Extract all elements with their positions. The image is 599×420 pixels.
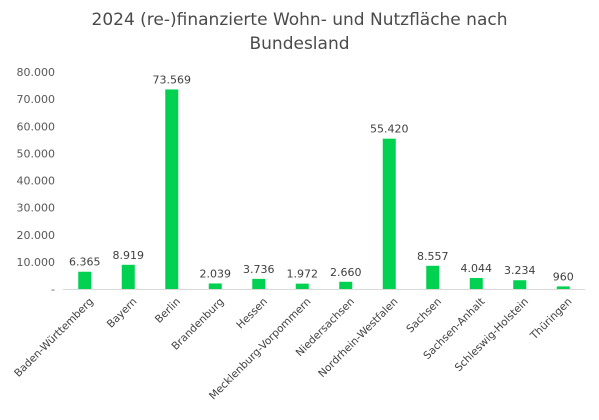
y-tick-label: 10.000 xyxy=(17,256,56,269)
bar xyxy=(339,281,353,289)
bar xyxy=(469,278,483,289)
x-tick-label: Thüringen xyxy=(528,296,575,343)
y-tick-label: 40.000 xyxy=(17,175,56,188)
y-tick-label: 20.000 xyxy=(17,229,56,242)
x-tick-label: Nordrhein-Westfalen xyxy=(316,296,400,380)
data-label: 3.736 xyxy=(243,263,275,276)
chart-title-line-1: 2024 (re-)finanzierte Wohn- und Nutzfläc… xyxy=(91,10,508,30)
y-tick-label: 50.000 xyxy=(17,147,56,160)
data-label: 55.420 xyxy=(370,123,409,136)
chart-title: 2024 (re-)finanzierte Wohn- und Nutzfläc… xyxy=(0,8,599,56)
chart-title-line-2: Bundesland xyxy=(249,34,350,54)
bar xyxy=(121,264,135,289)
x-tick-label: Baden-Württemberg xyxy=(12,296,96,380)
data-label: 2.660 xyxy=(330,266,362,279)
y-tick-label: - xyxy=(51,283,55,296)
bar xyxy=(78,271,92,289)
x-tick-label: Schleswig-Holstein xyxy=(453,296,531,374)
data-label: 4.044 xyxy=(461,262,493,275)
data-label: 8.919 xyxy=(113,249,145,262)
x-tick-label: Berlin xyxy=(153,296,183,326)
y-tick-label: 70.000 xyxy=(17,93,56,106)
data-label: 1.972 xyxy=(287,268,319,281)
bar xyxy=(252,278,266,289)
bar xyxy=(426,265,440,289)
data-label: 2.039 xyxy=(200,267,232,280)
bar xyxy=(513,280,527,289)
bar xyxy=(165,89,179,289)
bar xyxy=(382,138,396,289)
x-tick-label: Sachsen xyxy=(404,296,444,336)
y-tick-label: 80.000 xyxy=(17,66,56,79)
data-label: 73.569 xyxy=(153,73,192,86)
data-label: 3.234 xyxy=(504,264,536,277)
bar xyxy=(295,283,309,289)
y-tick-label: 60.000 xyxy=(17,120,56,133)
data-label: 6.365 xyxy=(69,256,101,269)
bar xyxy=(556,286,570,289)
x-tick-label: Hessen xyxy=(234,296,270,332)
y-tick-label: 30.000 xyxy=(17,202,56,215)
data-label: 960 xyxy=(553,270,574,283)
x-tick-label: Bayern xyxy=(105,296,140,331)
data-label: 8.557 xyxy=(417,250,449,263)
bar xyxy=(208,283,222,289)
